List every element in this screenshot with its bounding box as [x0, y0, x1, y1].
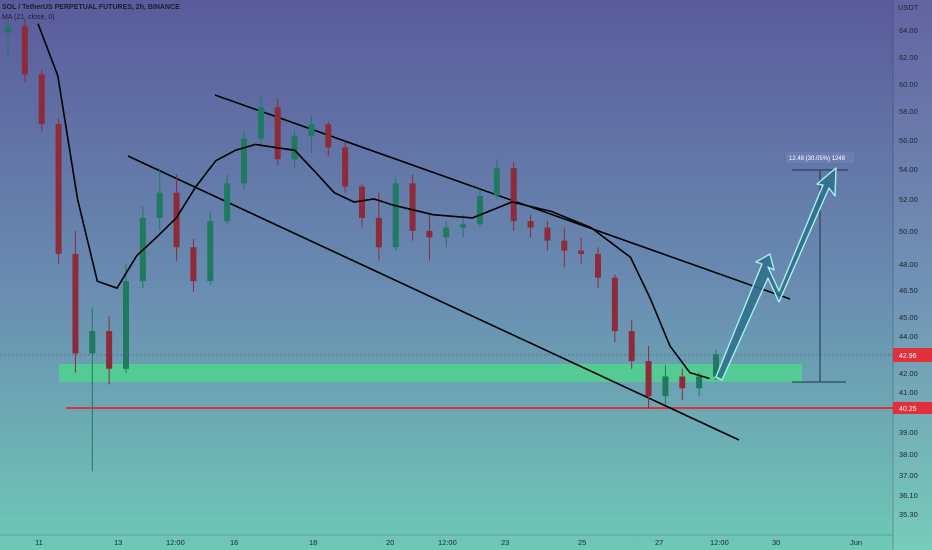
y-tick: 39.00	[899, 428, 918, 437]
y-tick: 41.00	[899, 388, 918, 397]
x-tick: 13	[114, 538, 122, 547]
y-tick: 38.00	[899, 450, 918, 459]
x-tick: 11	[35, 538, 43, 547]
candle-body[interactable]	[342, 147, 349, 187]
candlestick-series	[5, 17, 719, 472]
currency-label: USDT	[898, 3, 919, 12]
candle-body[interactable]	[359, 186, 365, 218]
candle-body[interactable]	[443, 227, 450, 238]
x-tick: 16	[230, 538, 238, 547]
candle-body[interactable]	[55, 124, 62, 254]
candle-body[interactable]	[325, 124, 332, 148]
candle-body[interactable]	[696, 376, 703, 389]
candle-body[interactable]	[156, 192, 163, 218]
y-tick: 50.00	[899, 227, 918, 236]
candle-body[interactable]	[72, 253, 79, 354]
x-tick: 27	[655, 538, 663, 547]
candle-body[interactable]	[561, 240, 568, 251]
candle-body[interactable]	[190, 247, 197, 282]
y-tick: 58.00	[899, 107, 918, 116]
candle-body[interactable]	[426, 230, 433, 238]
candle-body[interactable]	[5, 26, 11, 33]
support-price-value: 40.25	[899, 406, 917, 413]
y-tick: 44.00	[899, 332, 918, 341]
candle-body[interactable]	[207, 221, 214, 282]
x-tick: 23	[501, 538, 509, 547]
measure-label-box	[786, 152, 854, 163]
price-axis-panel	[893, 0, 932, 550]
x-tick: 12:00	[710, 538, 729, 547]
candle-body[interactable]	[493, 168, 500, 196]
candle-body[interactable]	[713, 354, 719, 377]
x-tick: 18	[309, 538, 317, 547]
candle-body[interactable]	[527, 221, 534, 228]
x-tick: 25	[578, 538, 586, 547]
symbol-title[interactable]: SOL / TetherUS PERPETUAL FUTURES, 2h, BI…	[2, 4, 180, 11]
candle-body[interactable]	[662, 376, 669, 397]
y-tick: 37.00	[899, 471, 918, 480]
candle-body[interactable]	[21, 26, 28, 75]
candle-body[interactable]	[510, 168, 517, 222]
candle-body[interactable]	[291, 135, 298, 160]
y-tick: 36.10	[899, 491, 918, 500]
candle-body[interactable]	[578, 250, 585, 254]
candle-body[interactable]	[224, 183, 231, 222]
last-price-tag	[893, 348, 932, 362]
candle-body[interactable]	[645, 361, 652, 397]
support-price-tag	[893, 402, 932, 414]
y-tick: 62.00	[899, 53, 918, 62]
candle-body[interactable]	[460, 224, 467, 228]
ma-line	[37, 23, 710, 380]
indicator-label[interactable]: MA (21, close, 0)	[2, 14, 55, 21]
y-axis-ticks: 64.00 62.00 60.00 58.00 56.00 54.00 52.0…	[899, 26, 918, 519]
candle-body[interactable]	[106, 331, 113, 369]
candle-body[interactable]	[38, 74, 45, 125]
chart-legend: SOL / TetherUS PERPETUAL FUTURES, 2h, BI…	[2, 3, 180, 23]
x-tick: 12:00	[438, 538, 457, 547]
candle-body[interactable]	[375, 217, 382, 248]
y-tick: 35.30	[899, 510, 918, 519]
y-tick: 60.00	[899, 80, 918, 89]
candle-body[interactable]	[89, 331, 96, 354]
x-tick: Jun	[850, 538, 862, 547]
x-tick: 30	[772, 538, 780, 547]
candle-body[interactable]	[477, 195, 483, 225]
x-tick: 12:00	[166, 538, 185, 547]
candle-body[interactable]	[679, 376, 686, 389]
candle-body[interactable]	[544, 227, 551, 241]
last-price-value: 42.96	[899, 353, 917, 360]
y-tick: 54.00	[899, 165, 918, 174]
projection-arrow[interactable]	[715, 167, 837, 381]
support-zone[interactable]	[59, 364, 802, 382]
candle-body[interactable]	[241, 138, 247, 184]
candle-body[interactable]	[409, 183, 416, 231]
candle-body[interactable]	[257, 107, 264, 139]
candle-body[interactable]	[173, 192, 180, 248]
candle-body[interactable]	[392, 183, 399, 248]
candle-body[interactable]	[123, 281, 129, 369]
y-tick: 64.00	[899, 26, 918, 35]
y-tick: 48.00	[899, 260, 918, 269]
candle-body[interactable]	[628, 331, 635, 362]
y-tick: 45.00	[899, 313, 918, 322]
y-tick: 56.00	[899, 136, 918, 145]
candle-body[interactable]	[611, 277, 618, 332]
x-tick: 20	[386, 538, 394, 547]
candle-body[interactable]	[274, 107, 281, 160]
y-tick: 52.00	[899, 195, 918, 204]
candle-body[interactable]	[595, 253, 601, 278]
measure-label: 12.48 (30.05%) 1248	[789, 156, 846, 162]
y-tick: 42.00	[899, 369, 918, 378]
y-tick: 46.50	[899, 286, 918, 295]
candle-body[interactable]	[308, 124, 315, 136]
x-axis-ticks: 11 13 12:00 16 18 20 12:00 23 25 27 12:0…	[35, 538, 862, 547]
